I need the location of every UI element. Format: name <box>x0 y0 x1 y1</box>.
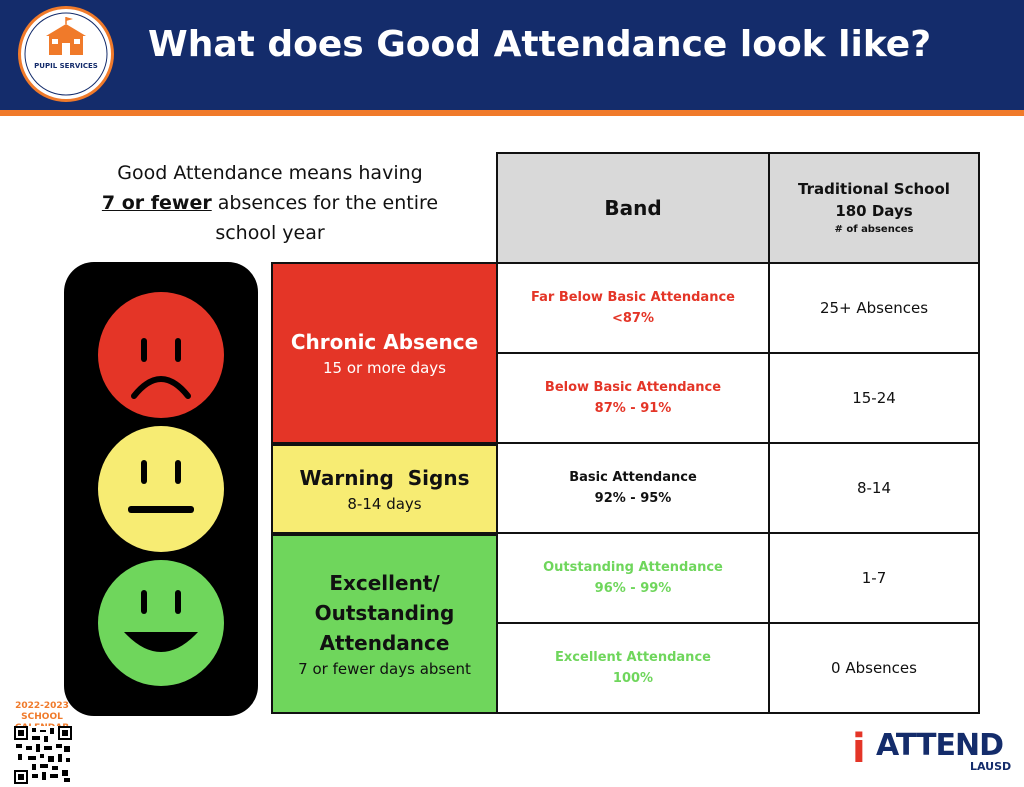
days-header-line-2: 180 Days <box>835 202 913 220</box>
band-name: Below Basic Attendance <box>544 380 722 395</box>
category-title: Warning Signs <box>299 466 470 490</box>
table-row-band: Excellent Attendance 100% <box>496 622 770 714</box>
band-range: 96% - 99% <box>594 581 672 596</box>
category-warning-signs: Warning Signs 8-14 days <box>271 444 498 534</box>
iattend-logo: i ATTEND LAUSD <box>852 722 1018 778</box>
intro-emphasis: 7 or fewer <box>101 192 212 214</box>
band-name: Outstanding Attendance <box>543 560 723 575</box>
days-value: 8-14 <box>856 479 892 497</box>
days-value: 15-24 <box>852 389 896 407</box>
intro-line-2-rest: absences for the entire <box>211 192 439 214</box>
traffic-light <box>64 262 258 716</box>
days-header-unit: # of absences <box>834 224 914 235</box>
intro-statement: Good Attendance means having 7 or fewer … <box>40 158 500 248</box>
header-bar: PUPIL SERVICES What does Good Attendance… <box>0 0 1024 110</box>
category-subtitle: 7 or fewer days absent <box>298 660 471 678</box>
schoolhouse-icon <box>24 12 108 96</box>
neutral-face-icon <box>98 426 224 552</box>
days-value: 0 Absences <box>831 659 917 677</box>
lausd-label: LAUSD <box>970 760 1012 773</box>
intro-line-3: school year <box>215 222 325 244</box>
intro-line-1: Good Attendance means having <box>117 162 423 184</box>
smile-face-icon <box>98 560 224 686</box>
band-header-label: Band <box>604 196 662 220</box>
logo-name: PUPIL SERVICES <box>34 62 98 70</box>
iattend-wordmark: ATTEND <box>876 728 1004 763</box>
qr-code-icon[interactable] <box>14 726 72 784</box>
band-name: Basic Attendance <box>569 470 697 485</box>
table-row-band: Outstanding Attendance 96% - 99% <box>496 532 770 624</box>
calendar-year: 2022-2023 <box>15 701 69 711</box>
frown-face-icon <box>98 292 224 418</box>
table-row-band: Far Below Basic Attendance <87% <box>496 262 770 354</box>
band-name: Far Below Basic Attendance <box>530 290 735 305</box>
table-row-days: 0 Absences <box>768 622 980 714</box>
category-title-line-3: Attendance <box>319 631 450 655</box>
band-name: Excellent Attendance <box>555 650 711 665</box>
page-title: What does Good Attendance look like? <box>148 24 932 65</box>
category-title-line-1: Excellent/ <box>329 571 440 595</box>
table-header-days: Traditional School 180 Days # of absence… <box>768 152 980 264</box>
band-range: 92% - 95% <box>594 491 672 506</box>
band-range: <87% <box>611 311 654 326</box>
table-row-band: Basic Attendance 92% - 95% <box>496 442 770 534</box>
table-row-band: Below Basic Attendance 87% - 91% <box>496 352 770 444</box>
table-row-days: 25+ Absences <box>768 262 980 354</box>
category-title: Chronic Absence <box>290 330 479 354</box>
category-subtitle: 15 or more days <box>323 359 446 377</box>
category-title-line-2: Outstanding <box>314 601 455 625</box>
band-range: 100% <box>612 671 654 686</box>
iattend-i-mark: i <box>852 726 866 772</box>
pupil-services-logo: PUPIL SERVICES <box>18 6 114 102</box>
table-row-days: 1-7 <box>768 532 980 624</box>
header-accent-stripe <box>0 110 1024 116</box>
category-subtitle: 8-14 days <box>347 495 422 513</box>
intro-line-2: 7 or fewer absences for the entire <box>40 188 500 218</box>
table-header-band: Band <box>496 152 770 264</box>
table-row-days: 15-24 <box>768 352 980 444</box>
table-row-days: 8-14 <box>768 442 980 534</box>
category-chronic-absence: Chronic Absence 15 or more days <box>271 262 498 444</box>
category-excellent-attendance: Excellent/ Outstanding Attendance 7 or f… <box>271 534 498 714</box>
days-value: 1-7 <box>861 569 887 587</box>
days-header-line-1: Traditional School <box>798 180 950 198</box>
days-value: 25+ Absences <box>819 299 929 317</box>
band-range: 87% - 91% <box>594 401 672 416</box>
